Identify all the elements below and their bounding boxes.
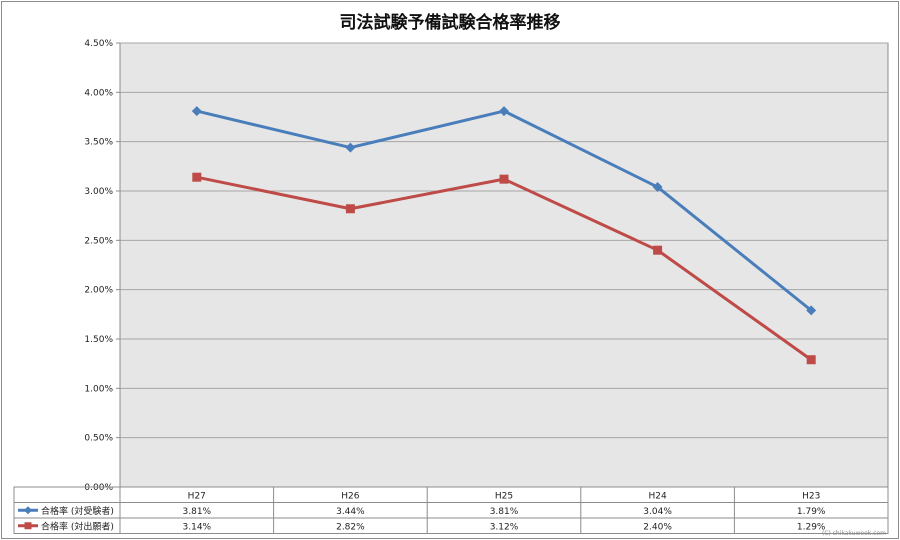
data-table-value: 3.44% — [336, 507, 365, 517]
data-point-marker — [499, 106, 509, 117]
y-tick-label: 1.00% — [84, 384, 113, 394]
legend-entry-label: 合格率 (対受験者) — [41, 505, 114, 517]
plot-area — [119, 42, 889, 488]
y-tick-label: 2.50% — [84, 236, 113, 246]
x-category-label: H25 — [495, 491, 513, 501]
data-table-value: 1.29% — [797, 522, 826, 532]
x-category-label: H24 — [648, 491, 666, 501]
x-category-label: H26 — [341, 491, 359, 501]
x-category-label: H23 — [802, 491, 820, 501]
legend-entry-label: 合格率 (対出願者) — [41, 520, 114, 532]
data-point-marker — [499, 174, 509, 184]
watermark: (C) shikakuweek.com — [822, 530, 886, 537]
y-tick-label: 1.50% — [84, 335, 113, 345]
data-table-value: 2.40% — [643, 522, 672, 532]
data-table-value: 2.82% — [336, 522, 365, 532]
y-tick-label: 3.50% — [84, 138, 113, 148]
data-table-value: 3.04% — [643, 507, 672, 517]
data-table-value: 3.81% — [183, 507, 212, 517]
data-table-value: 3.14% — [183, 522, 212, 532]
y-tick-label: 3.00% — [84, 187, 113, 197]
data-point-marker — [345, 142, 356, 153]
legend-key-marker — [24, 506, 32, 515]
data-point-marker — [806, 355, 816, 365]
y-tick-label: 0.50% — [84, 434, 113, 444]
data-point-marker — [652, 182, 663, 193]
y-tick-label: 0.00% — [84, 483, 113, 493]
y-tick-label: 4.50% — [84, 39, 113, 49]
y-tick-label: 4.00% — [84, 88, 113, 98]
data-table-border — [13, 486, 889, 534]
data-table-value: 3.81% — [490, 507, 519, 517]
data-point-marker — [345, 204, 355, 214]
data-point-marker — [192, 172, 202, 182]
data-point-marker — [653, 245, 663, 255]
data-point-marker — [806, 305, 817, 316]
chart-title: 司法試験予備試験合格率推移 — [339, 13, 561, 33]
data-point-marker — [191, 106, 202, 117]
legend-key-marker — [24, 522, 32, 530]
data-table-value: 3.12% — [490, 522, 519, 532]
data-table-value: 1.79% — [797, 507, 826, 517]
x-category-label: H27 — [188, 491, 206, 501]
y-tick-label: 2.00% — [84, 286, 113, 296]
